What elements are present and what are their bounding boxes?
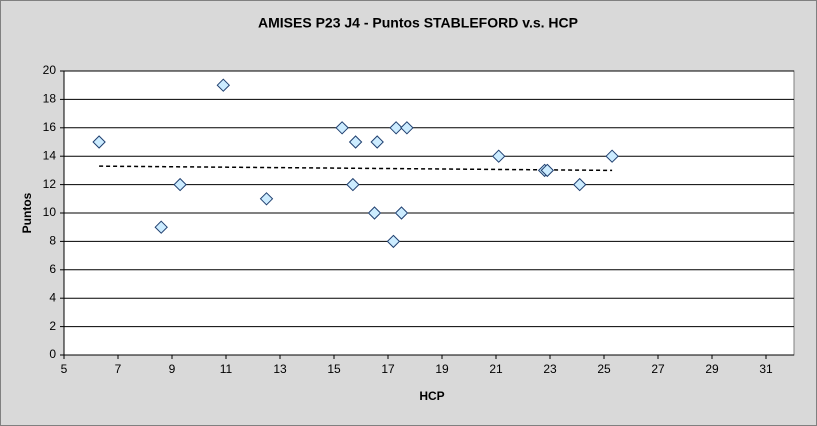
y-tick-label: 0	[49, 347, 56, 361]
x-tick-label: 29	[705, 362, 719, 376]
trendline	[99, 165, 613, 172]
x-tick-label: 11	[220, 362, 233, 376]
point	[389, 121, 403, 135]
y-tick-label: 6	[49, 262, 56, 276]
point	[370, 135, 384, 149]
point	[386, 234, 401, 249]
x-tick-label: 9	[169, 362, 176, 376]
y-tick-label: 18	[43, 92, 57, 106]
y-tick-label: 14	[43, 148, 57, 162]
x-tick-label: 7	[115, 362, 122, 376]
x-tick-label: 13	[273, 362, 287, 376]
x-tick-label: 17	[381, 362, 395, 376]
point	[216, 78, 231, 92]
point	[173, 177, 187, 192]
y-tick-label: 4	[49, 290, 56, 304]
point	[394, 206, 409, 220]
x-tick-label: 31	[759, 362, 773, 376]
x-tick-label: 23	[543, 362, 557, 376]
x-tick-label: 25	[597, 362, 611, 376]
point	[605, 149, 619, 163]
point	[154, 220, 168, 234]
y-axis-label: Puntos	[20, 192, 34, 233]
x-axis-label: HCP	[419, 389, 444, 403]
y-tick-label: 2	[49, 319, 56, 333]
y-tick-label: 16	[43, 120, 57, 134]
chart-title: AMISES P23 J4 - Puntos STABLEFORD v.s. H…	[258, 15, 578, 31]
point	[540, 163, 555, 178]
point	[259, 192, 274, 206]
y-tick-label: 10	[43, 205, 57, 219]
point	[491, 149, 506, 163]
x-tick-label: 27	[651, 362, 665, 376]
point	[335, 121, 349, 135]
x-tick-label: 19	[435, 362, 449, 376]
point	[367, 206, 382, 220]
point	[92, 135, 106, 149]
y-tick-label: 12	[43, 177, 57, 191]
x-tick-label: 5	[61, 362, 68, 376]
x-tick-label: 15	[327, 362, 341, 376]
point	[348, 135, 363, 149]
point	[400, 121, 414, 135]
point	[346, 177, 360, 192]
y-tick-label: 20	[43, 63, 57, 77]
y-tick-label: 8	[49, 234, 56, 248]
point	[572, 177, 587, 192]
x-tick-label: 21	[489, 362, 503, 376]
